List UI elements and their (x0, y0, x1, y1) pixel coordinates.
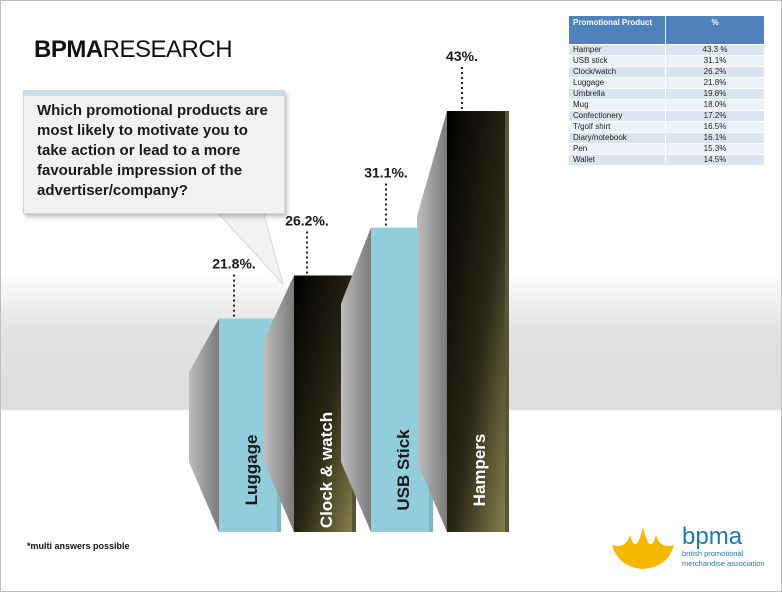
value-label: 26.2%. (285, 213, 329, 229)
bar-hampers (447, 111, 509, 532)
table-cell-value: 21.8% (665, 77, 765, 89)
bar-side-1 (264, 275, 294, 532)
table-row: Pen 15.3% (568, 143, 765, 155)
table-cell-product: Pen (568, 143, 666, 155)
callout-accent-bar (24, 91, 284, 96)
question-callout: Which promotional products are most like… (23, 90, 285, 214)
table-cell-value: 31.1% (665, 55, 765, 67)
table-row: Clock/watch 26.2% (568, 66, 765, 78)
crown-logo-icon (612, 527, 674, 569)
table-row: Diary/notebook 16.1% (568, 132, 765, 144)
category-label: Hampers (470, 434, 489, 507)
title-rest: RESEARCH (102, 36, 233, 63)
table-row: Confectionery 17.2% (568, 110, 765, 122)
table-cell-product: T/golf shirt (568, 121, 666, 133)
table-cell-value: 16.1% (665, 132, 765, 144)
table-cell-value: 14.5% (665, 154, 765, 166)
table-cell-product: Confectionery (568, 110, 666, 122)
table-cell-value: 17.2% (665, 110, 765, 122)
table-header-percent: % (665, 15, 765, 45)
table-row: Umbrella 19.8% (568, 88, 765, 100)
data-table: Promotional Product % Hamper 43.3 % USB st… (568, 15, 765, 166)
table-cell-value: 15.3% (665, 143, 765, 155)
table-cell-value: 19.8% (665, 88, 765, 100)
table-row: USB stick 31.1% (568, 55, 765, 67)
table-cell-value: 26.2% (665, 66, 765, 78)
value-label: 31.1%. (364, 165, 408, 181)
bar-side-0 (189, 318, 219, 532)
bar-side-3 (417, 111, 447, 532)
footnote: *multi answers possible (27, 541, 130, 551)
value-label: 43%. (446, 48, 478, 64)
table-cell-value: 18.0% (665, 99, 765, 111)
category-label: Luggage (242, 435, 261, 506)
table-row: T/golf shirt 16.5% (568, 121, 765, 133)
table-cell-product: Diary/notebook (568, 132, 666, 144)
table-cell-value: 43.3 % (665, 44, 765, 56)
bar-edge-3 (505, 111, 509, 532)
table-header-product: Promotional Product (568, 15, 666, 45)
table-row: Hamper 43.3 % (568, 44, 765, 56)
bar-side-2 (341, 227, 371, 532)
table-row: Mug 18.0% (568, 99, 765, 111)
table-cell-product: Clock/watch (568, 66, 666, 78)
logo-subtitle: british promotional merchandise associat… (682, 549, 765, 568)
logo-name: bpma (682, 523, 743, 550)
table-cell-product: Wallet (568, 154, 666, 166)
question-text: Which promotional products are most like… (37, 102, 268, 199)
title-bold: BPMA (34, 36, 103, 63)
table-cell-product: Umbrella (568, 88, 666, 100)
table-cell-product: USB stick (568, 55, 666, 67)
table-row: Wallet 14.5% (568, 154, 765, 166)
table-cell-value: 16.5% (665, 121, 765, 133)
category-label: Clock & watch (317, 412, 336, 528)
category-label: USB Stick (394, 429, 413, 511)
table-row: Luggage 21.8% (568, 77, 765, 89)
table-cell-product: Luggage (568, 77, 666, 89)
slide-title: BPMARESEARCH (34, 36, 233, 64)
table-cell-product: Mug (568, 99, 666, 111)
table-cell-product: Hamper (568, 44, 666, 56)
value-label: 21.8%. (212, 256, 256, 272)
